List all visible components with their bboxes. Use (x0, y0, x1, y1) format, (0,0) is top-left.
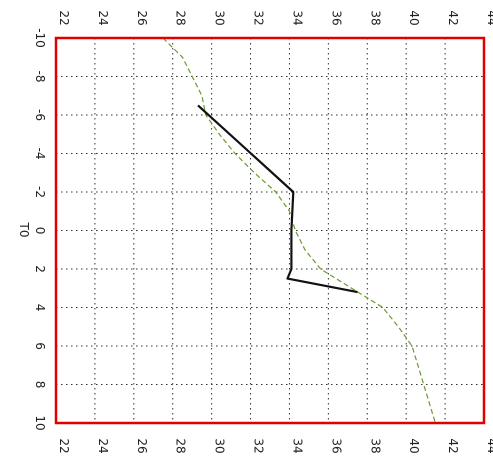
top-tick-label: 44 (485, 10, 493, 25)
solid-series-line (197, 104, 358, 294)
left-tick-label: -8 (33, 71, 47, 83)
grid-lines (56, 38, 484, 423)
top-tick-label: 38 (368, 10, 382, 25)
left-tick-label: 4 (33, 304, 47, 312)
plot-frame (54, 36, 486, 425)
top-tick-label: 42 (446, 10, 460, 25)
x-axis-label: T0 (17, 222, 31, 238)
left-tick-label: -2 (33, 186, 47, 198)
bottom-tick-label: 36 (329, 438, 343, 453)
bottom-tick-label: 24 (96, 438, 110, 453)
series-lines (162, 37, 436, 424)
left-tick-labels: -10 -8 -6 -4 -2 0 2 4 6 8 10 (33, 28, 47, 430)
left-tick-label: 2 (33, 265, 47, 273)
top-tick-label: 22 (57, 10, 71, 25)
left-tick-label: -10 (33, 28, 47, 48)
bottom-tick-label: 40 (407, 438, 421, 453)
left-tick-label: 10 (33, 415, 47, 430)
left-tick-label: -4 (33, 148, 47, 160)
top-tick-label: 28 (174, 10, 188, 25)
left-tick-label: 6 (33, 342, 47, 350)
bottom-tick-label: 28 (174, 438, 188, 453)
left-tick-label: 0 (33, 227, 47, 235)
top-tick-label: 24 (96, 10, 110, 25)
top-tick-label: 40 (407, 10, 421, 25)
bottom-tick-labels: 22 24 26 28 30 32 34 36 38 40 42 44 (57, 438, 493, 453)
dashed-series-line (162, 37, 436, 424)
bottom-tick-label: 38 (368, 438, 382, 453)
top-tick-label: 36 (329, 10, 343, 25)
bottom-tick-label: 32 (252, 438, 266, 453)
top-tick-label: 30 (213, 10, 227, 25)
bottom-tick-label: 26 (135, 438, 149, 453)
bottom-tick-label: 42 (446, 438, 460, 453)
top-tick-label: 32 (252, 10, 266, 25)
left-tick-label: -6 (33, 109, 47, 121)
bottom-tick-label: 44 (485, 438, 493, 453)
top-tick-label: 34 (290, 10, 304, 25)
left-tick-label: 8 (33, 381, 47, 389)
bottom-tick-label: 22 (57, 438, 71, 453)
bottom-tick-label: 34 (290, 438, 304, 453)
top-tick-labels: 22 24 26 28 30 32 34 36 38 40 42 44 (57, 10, 493, 25)
bottom-tick-label: 30 (213, 438, 227, 453)
top-tick-label: 26 (135, 10, 149, 25)
